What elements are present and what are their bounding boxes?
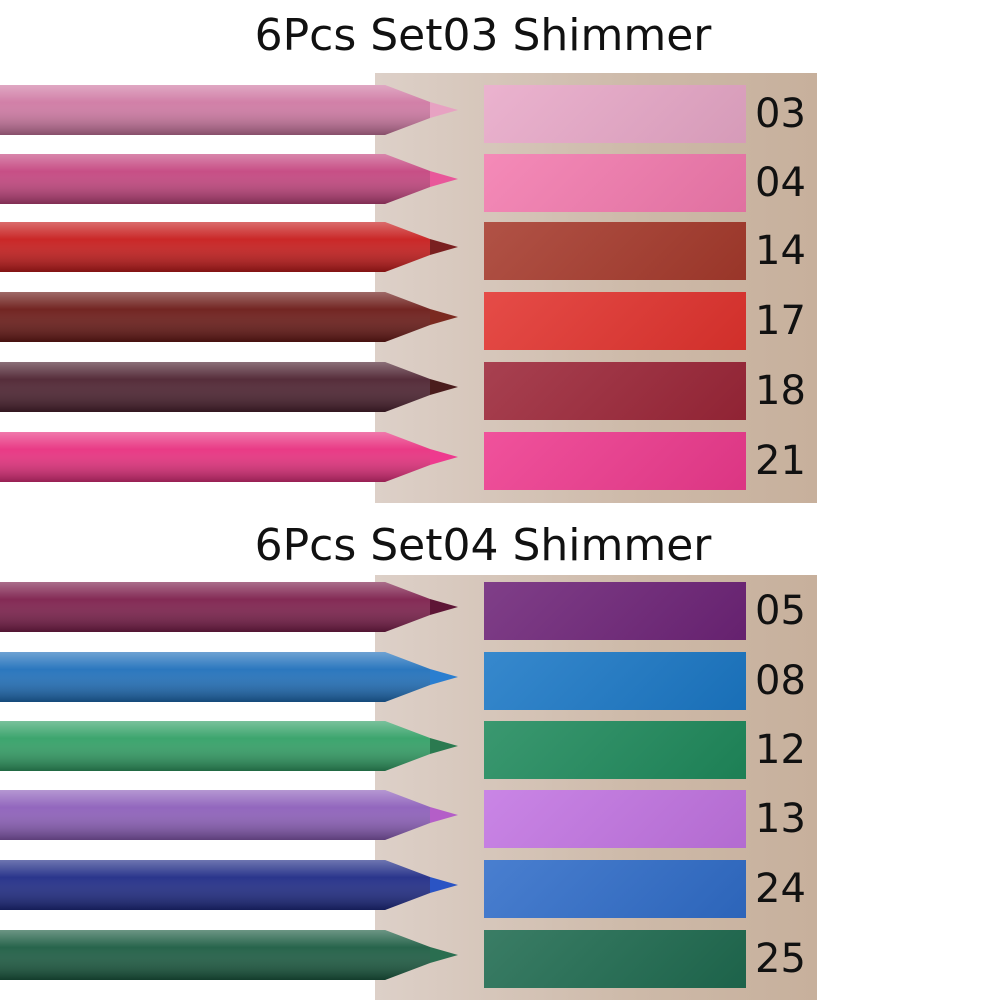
eyeliner-pencil-18 (0, 359, 470, 415)
shade-number: 12 (755, 727, 806, 773)
shade-number: 25 (755, 936, 806, 982)
pencil-tip (430, 449, 458, 465)
shade-number: 04 (755, 160, 806, 206)
shade-number: 05 (755, 588, 806, 634)
pencil-tip (430, 738, 458, 754)
eyeliner-pencil-24 (0, 857, 470, 913)
color-swatch-08 (484, 652, 746, 710)
pencil-tip (430, 877, 458, 893)
eyeliner-pencil-13 (0, 787, 470, 843)
shade-number: 17 (755, 298, 806, 344)
shade-number: 21 (755, 438, 806, 484)
eyeliner-pencil-21 (0, 429, 470, 485)
color-swatch-04 (484, 154, 746, 212)
pencil-tip (430, 669, 458, 685)
shade-number: 14 (755, 228, 806, 274)
shade-number: 03 (755, 91, 806, 137)
color-swatch-14 (484, 222, 746, 280)
eyeliner-pencil-04 (0, 151, 470, 207)
set03-panel (375, 73, 817, 503)
color-swatch-12 (484, 721, 746, 779)
pencil-tip (430, 239, 458, 255)
color-swatch-17 (484, 292, 746, 350)
set04-panel (375, 575, 817, 1000)
color-swatch-18 (484, 362, 746, 420)
set04-title: 6Pcs Set04 Shimmer (254, 520, 712, 571)
set03-title: 6Pcs Set03 Shimmer (254, 10, 712, 61)
color-swatch-21 (484, 432, 746, 490)
pencil-tip (430, 807, 458, 823)
pencil-tip (430, 947, 458, 963)
color-swatch-03 (484, 85, 746, 143)
eyeliner-pencil-03 (0, 82, 470, 138)
eyeliner-pencil-25 (0, 927, 470, 983)
shade-number: 13 (755, 796, 806, 842)
pencil-tip (430, 309, 458, 325)
eyeliner-pencil-08 (0, 649, 470, 705)
eyeliner-pencil-12 (0, 718, 470, 774)
eyeliner-pencil-17 (0, 289, 470, 345)
shade-number: 08 (755, 658, 806, 704)
shade-number: 24 (755, 866, 806, 912)
eyeliner-pencil-14 (0, 219, 470, 275)
pencil-tip (430, 102, 458, 118)
eyeliner-pencil-05 (0, 579, 470, 635)
color-swatch-13 (484, 790, 746, 848)
pencil-tip (430, 379, 458, 395)
pencil-tip (430, 599, 458, 615)
color-swatch-25 (484, 930, 746, 988)
color-swatch-24 (484, 860, 746, 918)
color-swatch-05 (484, 582, 746, 640)
pencil-tip (430, 171, 458, 187)
shade-number: 18 (755, 368, 806, 414)
